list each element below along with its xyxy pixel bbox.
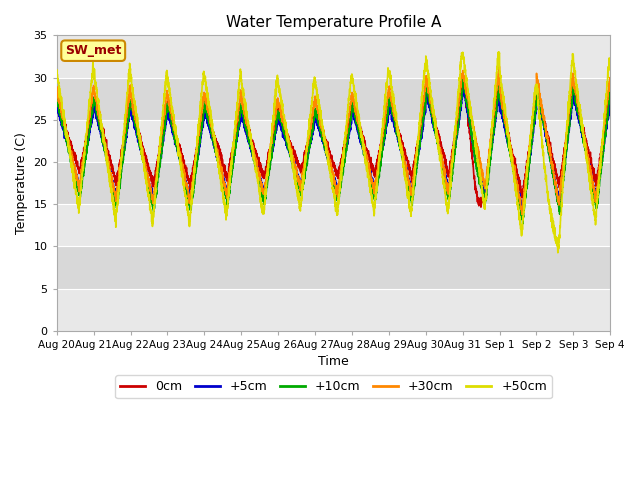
Bar [57,246,611,288]
Bar [57,288,611,331]
Bar [57,78,611,120]
Legend: 0cm, +5cm, +10cm, +30cm, +50cm: 0cm, +5cm, +10cm, +30cm, +50cm [115,375,552,398]
Bar [57,36,611,78]
Title: Water Temperature Profile A: Water Temperature Profile A [226,15,441,30]
Y-axis label: Temperature (C): Temperature (C) [15,132,28,234]
Bar [57,120,611,162]
X-axis label: Time: Time [318,355,349,369]
Text: SW_met: SW_met [65,44,122,57]
Bar [57,162,611,204]
Bar [57,204,611,246]
